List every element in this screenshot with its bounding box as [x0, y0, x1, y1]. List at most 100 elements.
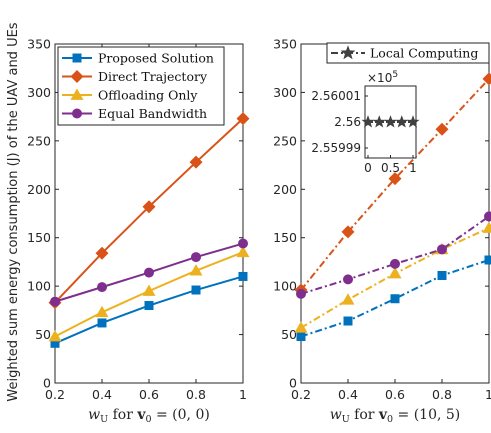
x-tick-label: 0.8: [186, 387, 206, 402]
data-point: [97, 282, 107, 293]
y-tick-label: 150: [273, 230, 297, 245]
inset-y-tick-label: 2.56: [334, 115, 361, 129]
y-tick-label: 50: [281, 327, 297, 342]
legend-marker: [72, 53, 82, 63]
x-axis-label-sub: U: [342, 414, 350, 425]
data-point: [95, 305, 109, 318]
x-tick-label: 0.8: [432, 387, 452, 402]
x-tick-label: 0.2: [291, 387, 311, 402]
data-point: [95, 246, 109, 260]
x-axis-label-var: w: [88, 407, 100, 423]
data-point: [341, 225, 355, 239]
inset-data-point: [395, 115, 409, 128]
data-point: [236, 245, 250, 258]
x-axis-label-value: = (0, 0): [152, 407, 210, 423]
x-axis-label-vector: v: [378, 407, 388, 423]
data-point: [191, 252, 201, 263]
data-point: [189, 264, 203, 276]
legend-label: Local Computing: [370, 46, 478, 61]
y-tick-label: 300: [27, 85, 51, 100]
inset-x-tick-label: 1: [409, 161, 417, 175]
data-point: [390, 294, 400, 304]
y-tick-label: 250: [27, 133, 51, 148]
data-point: [343, 316, 353, 326]
y-tick-label: 0: [43, 376, 51, 391]
data-point: [482, 221, 491, 233]
inset-y-tick-label: 2.56001: [311, 89, 361, 103]
x-axis-label-for: for: [350, 407, 379, 423]
left-chart: 0 50 100 150 200 250 300 350 0.2 0.4 0.6 0.8 1 wU for…: [27, 37, 250, 425]
x-axis-label-value: = (10, 5): [393, 407, 460, 423]
data-point: [189, 155, 203, 169]
y-tick-label: 350: [27, 37, 51, 52]
x-tick-label: 1: [239, 387, 247, 402]
data-point: [238, 238, 248, 249]
data-point: [343, 274, 353, 285]
y-tick-label: 150: [27, 230, 51, 245]
y-tick-label: 350: [273, 37, 297, 52]
y-tick-label: 100: [273, 279, 297, 294]
data-point: [236, 112, 250, 126]
y-tick-label: 0: [289, 376, 297, 391]
data-point: [50, 296, 60, 307]
data-point: [142, 200, 156, 214]
legend-label: Offloading Only: [98, 88, 198, 103]
inset-data-point: [406, 115, 420, 128]
inset-exponent-base: ×10: [367, 71, 392, 85]
data-point: [191, 285, 201, 295]
data-point: [388, 172, 402, 186]
y-tick-label: 100: [27, 279, 51, 294]
legend-marker: [72, 108, 82, 119]
legend: [326, 42, 490, 64]
inset-exponent-power: 5: [392, 70, 398, 80]
inset-data-point: [384, 115, 397, 128]
data-point: [341, 293, 355, 305]
legend-marker: [70, 70, 84, 83]
y-tick-label: 200: [273, 182, 297, 197]
legend-marker: [70, 88, 84, 100]
legend: [57, 46, 225, 126]
inset-x-tick-label: 0.5: [381, 161, 400, 175]
data-point: [97, 318, 107, 328]
data-point: [238, 271, 248, 281]
x-axis-label-var: w: [330, 407, 342, 423]
inset-data-point: [372, 115, 386, 128]
data-point: [437, 244, 447, 255]
x-tick-label: 0.4: [338, 387, 358, 402]
data-point: [144, 301, 154, 311]
y-tick-label: 50: [35, 327, 51, 342]
inset-data-point: [361, 115, 375, 128]
data-point: [296, 332, 306, 342]
x-axis-label-vector-sub: 0: [146, 414, 152, 425]
data-point: [482, 72, 491, 86]
x-axis-label-vector: v: [136, 407, 146, 423]
x-tick-label: 0.6: [385, 387, 405, 402]
legend-label: Direct Trajectory: [98, 69, 208, 84]
x-axis-label: wU for v0 = (10, 5): [330, 407, 461, 425]
x-tick-label: 1: [485, 387, 491, 402]
x-tick-label: 0.6: [139, 387, 159, 402]
inset-exponent: ×105: [367, 70, 398, 85]
data-point: [48, 330, 62, 342]
x-axis-label: wU for v0 = (0, 0): [88, 407, 210, 425]
inset-x-tick-label: 0: [364, 161, 372, 175]
series-line: [300, 215, 490, 295]
x-tick-label: 0.4: [92, 387, 112, 402]
x-axis-label-for: for: [108, 407, 137, 423]
y-axis-label: Weighted sum energy consumption (J) of t…: [6, 22, 21, 401]
data-point: [296, 288, 306, 299]
x-axis-label-vector-sub: 0: [387, 414, 393, 425]
x-tick-label: 0.2: [45, 387, 65, 402]
y-tick-label: 250: [273, 133, 297, 148]
data-point: [388, 267, 402, 279]
y-tick-label: 200: [27, 182, 51, 197]
y-tick-label: 300: [273, 85, 297, 100]
data-point: [50, 338, 60, 348]
data-point: [484, 255, 491, 265]
data-point: [437, 270, 447, 280]
legend-label: Equal Bandwidth: [98, 106, 207, 121]
data-point: [484, 211, 491, 222]
data-point: [294, 321, 308, 333]
